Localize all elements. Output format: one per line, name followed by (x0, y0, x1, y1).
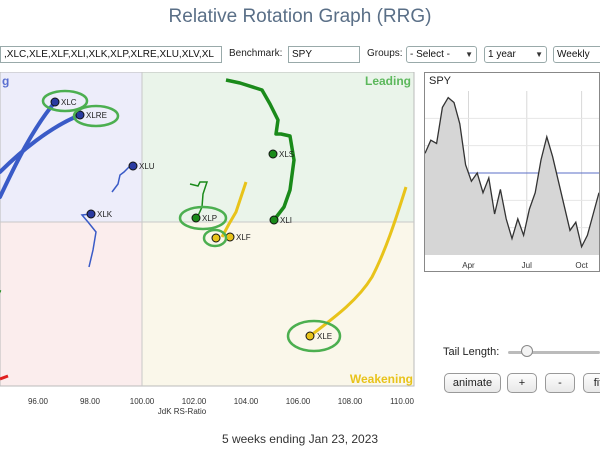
xlre-label: XLRE (86, 111, 107, 120)
quadrant-lagging (0, 222, 142, 386)
xle-highlight (286, 319, 342, 353)
x-tick: 102.00 (182, 397, 207, 406)
tail-xlp[interactable]: XLP (178, 181, 228, 231)
page-title: Relative Rotation Graph (RRG) (168, 6, 432, 27)
xlc-label: XLC (61, 98, 77, 107)
x-tick: 110.00 (390, 397, 414, 406)
x-tick: 106.00 (286, 397, 311, 406)
chevron-down-icon: ▼ (465, 50, 473, 59)
tail-xli[interactable]: XLS XLI (225, 78, 296, 225)
chevron-down-icon: ▼ (535, 50, 543, 59)
xlp-highlight (178, 205, 228, 231)
tail-length-slider-track[interactable] (508, 351, 600, 354)
date-range-caption: 5 weeks ending Jan 23, 2023 (221, 432, 379, 446)
tail-length-slider-handle[interactable] (521, 345, 533, 357)
minus-button[interactable]: - (545, 373, 575, 393)
period-select[interactable]: 1 year ▼ (484, 46, 547, 63)
tail-length-label: Tail Length: (443, 346, 500, 358)
quadrant-label-improving: g (2, 74, 9, 88)
x-tick: 108.00 (338, 397, 363, 406)
quadrant-leading (142, 72, 414, 222)
xlf-highlight (202, 228, 228, 248)
x-axis-label: JdK RS-Ratio (158, 407, 207, 416)
interval-select[interactable]: Weekly (553, 46, 600, 63)
symbols-input[interactable]: ,XLC,XLE,XLF,XLI,XLK,XLP,XLRE,XLU,XLV,XL (0, 46, 222, 63)
xlu-label: XLU (139, 162, 155, 171)
plus-button[interactable]: + (507, 373, 537, 393)
animate-button[interactable]: animate (444, 373, 501, 393)
quadrant-improving (0, 72, 142, 222)
groups-select[interactable]: - Select - ▼ (406, 46, 477, 63)
quadrant-weakening (142, 222, 414, 386)
x-tick: 100.00 (130, 397, 155, 406)
price-area (425, 97, 599, 255)
x-tick-label: Oct (575, 261, 588, 270)
tail-xlu[interactable]: XLU (111, 161, 155, 193)
quadrant-label-weakening: Weakening (350, 372, 413, 386)
fit-button[interactable]: fit (583, 373, 600, 393)
benchmark-input[interactable]: SPY (288, 46, 360, 63)
tail-xlf[interactable]: XLF (202, 181, 251, 248)
x-tick: 98.00 (80, 397, 101, 406)
x-tick: 96.00 (28, 397, 49, 406)
benchmark-chart-panel: SPY Apr Jul Oct (424, 72, 600, 272)
tail-xlre[interactable]: XLRE (0, 104, 120, 174)
xli-label: XLI (280, 216, 292, 225)
price-line (424, 96, 600, 249)
x-tick: 104.00 (234, 397, 259, 406)
groups-label: Groups: (367, 48, 403, 59)
tail-xlk[interactable]: XLK (80, 209, 113, 268)
chart-title: SPY (429, 75, 452, 87)
benchmark-label: Benchmark: (229, 48, 283, 59)
xlre-highlight (72, 104, 120, 128)
x-axis: Apr Jul Oct (462, 261, 588, 270)
period-select-value: 1 year (488, 49, 516, 60)
tail-xle[interactable]: XLE (286, 186, 408, 353)
rrg-plot[interactable]: g Leading Weakening 96.00 98.00 100.00 1… (0, 71, 420, 422)
xls-label: XLS (279, 150, 294, 159)
xlf-label: XLF (236, 233, 251, 242)
xlp-label: XLP (202, 214, 217, 223)
x-tick-label: Jul (522, 261, 532, 270)
xlk-label: XLK (97, 210, 113, 219)
quadrant-label-leading: Leading (365, 74, 411, 88)
xlc-highlight (41, 89, 89, 113)
xle-label: XLE (317, 332, 332, 341)
toolbar: ,XLC,XLE,XLF,XLI,XLK,XLP,XLRE,XLU,XLV,XL… (0, 44, 600, 68)
groups-select-value: - Select - (410, 49, 451, 60)
interval-select-value: Weekly (557, 49, 590, 60)
x-axis: 96.00 98.00 100.00 102.00 104.00 106.00 … (28, 397, 415, 416)
tail-red[interactable] (0, 374, 9, 381)
x-tick-label: Apr (462, 261, 475, 270)
